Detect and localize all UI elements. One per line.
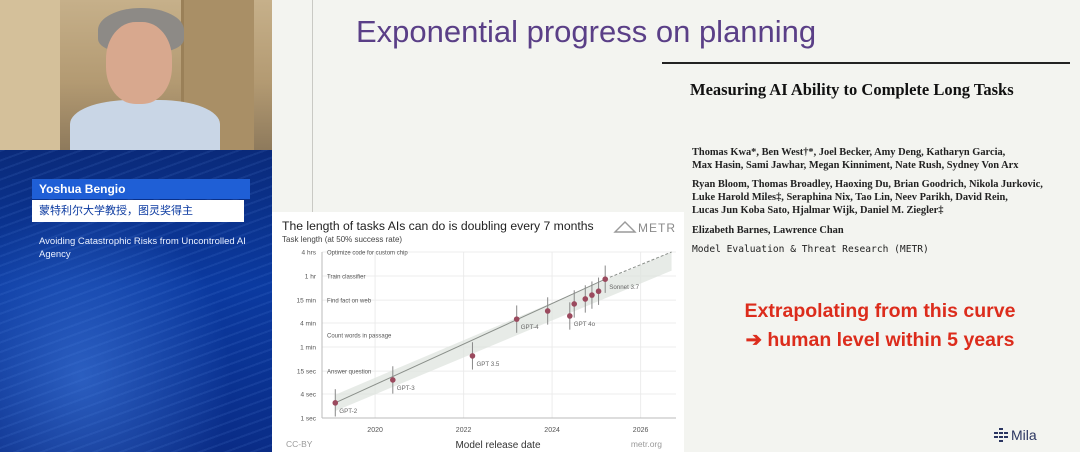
chart-point-label: Sonnet 3.7 (609, 284, 639, 291)
chart-point-label: GPT-2 (339, 408, 357, 415)
chart-xtick-label: 2022 (456, 427, 472, 434)
chart-point-label: GPT-4 (521, 324, 539, 331)
paper-affiliation: Model Evaluation & Threat Research (METR… (692, 244, 929, 255)
chart-point (595, 288, 602, 295)
chart-ytick-label: 15 min (296, 298, 316, 305)
speaker-title: 蒙特利尔大学教授，图灵奖得主 (32, 200, 244, 222)
paper-authors-group-2: Ryan Bloom, Thomas Broadley, Haoxing Du,… (692, 178, 1043, 217)
chart-footer-right: metr.org (631, 439, 662, 449)
chart-task-annotation: Train classifier (327, 275, 365, 281)
chart-point (332, 400, 339, 406)
talk-title: Avoiding Catastrophic Risks from Uncontr… (39, 236, 246, 260)
callout-line-2: ➔ human level within 5 years (745, 329, 1015, 351)
chart-point-label: GPT 3.5 (476, 361, 499, 368)
chart-point-label: GPT-3 (397, 385, 415, 392)
video-background-wall (0, 0, 60, 150)
chart-point (582, 296, 589, 302)
chart-point (469, 353, 476, 359)
chart-trend-line (335, 278, 606, 404)
chart-xlabel: Model release date (455, 440, 540, 451)
slide-divider (312, 0, 313, 300)
chart-brand: METR (638, 221, 676, 235)
chart-point (589, 292, 595, 298)
authors-line: Luke Harold Miles‡, Seraphina Nix, Tao L… (692, 192, 1008, 203)
authors-line: Elizabeth Barnes, Lawrence Chan (692, 225, 844, 236)
mila-logo: Mila (994, 427, 1037, 443)
speaker-shirt (70, 100, 220, 150)
paper-authors-group-3: Elizabeth Barnes, Lawrence Chan (692, 224, 844, 237)
chart-task-annotation: Find fact on web (327, 299, 372, 305)
chart-point (544, 308, 551, 314)
chart-task-annotation: Answer question (327, 370, 371, 376)
chart-ytick-label: 4 hrs (302, 250, 317, 257)
chart-point (390, 377, 396, 383)
slide-title: Exponential progress on planning (356, 14, 817, 49)
chart-ytick-label: 4 sec (300, 391, 316, 398)
chart-ytick-label: 1 hr (305, 274, 317, 281)
chart-point-label: GPT 4o (574, 321, 596, 328)
metr-chart-svg: The length of tasks AIs can do is doubli… (282, 219, 676, 451)
chart-ytick-label: 4 min (300, 320, 316, 327)
chart-point (567, 313, 573, 319)
metr-brand-icon (613, 221, 637, 233)
paper-title: Measuring AI Ability to Complete Long Ta… (690, 80, 1014, 99)
chart-xtick-label: 2020 (367, 427, 383, 434)
chart-ytick-label: 15 sec (297, 369, 317, 376)
chart-task-annotation: Count words in passage (327, 334, 392, 340)
metr-chart: The length of tasks AIs can do is doubli… (272, 212, 684, 452)
authors-line: Max Hasin, Sami Jawhar, Megan Kinniment,… (692, 160, 1019, 171)
chart-xtick-label: 2026 (633, 427, 649, 434)
chart-title: The length of tasks AIs can do is doubli… (282, 219, 594, 233)
chart-task-annotation: Optimize code for custom chip (327, 251, 408, 257)
mila-logo-text: Mila (1011, 427, 1037, 443)
chart-xtick-label: 2024 (544, 427, 560, 434)
callout-line-1: Extrapolating from this curve (744, 300, 1016, 322)
chart-point (513, 316, 520, 322)
authors-line: Thomas Kwa*, Ben West†*, Joel Becker, Am… (692, 147, 1006, 158)
chart-point (602, 276, 608, 283)
chart-ytick-label: 1 sec (300, 416, 316, 423)
chart-trend-band (335, 252, 672, 412)
paper-header-rule (662, 62, 1070, 64)
chart-ytick-label: 1 min (300, 345, 316, 352)
paper-authors-group-1: Thomas Kwa*, Ben West†*, Joel Becker, Am… (692, 146, 1018, 172)
authors-line: Lucas Jun Koba Sato, Hjalmar Wijk, Danie… (692, 205, 944, 216)
chart-trend-extrapolation (605, 251, 672, 280)
chart-point (571, 301, 578, 307)
speaker-name: Yoshua Bengio (32, 179, 250, 199)
authors-line: Ryan Bloom, Thomas Broadley, Haoxing Du,… (692, 179, 1043, 190)
mila-logo-icon (994, 428, 1008, 442)
chart-footer-left: CC-BY (286, 439, 313, 449)
chart-ylabel: Task length (at 50% success rate) (282, 235, 402, 244)
speaker-face (106, 22, 172, 104)
speaker-video (0, 0, 272, 150)
